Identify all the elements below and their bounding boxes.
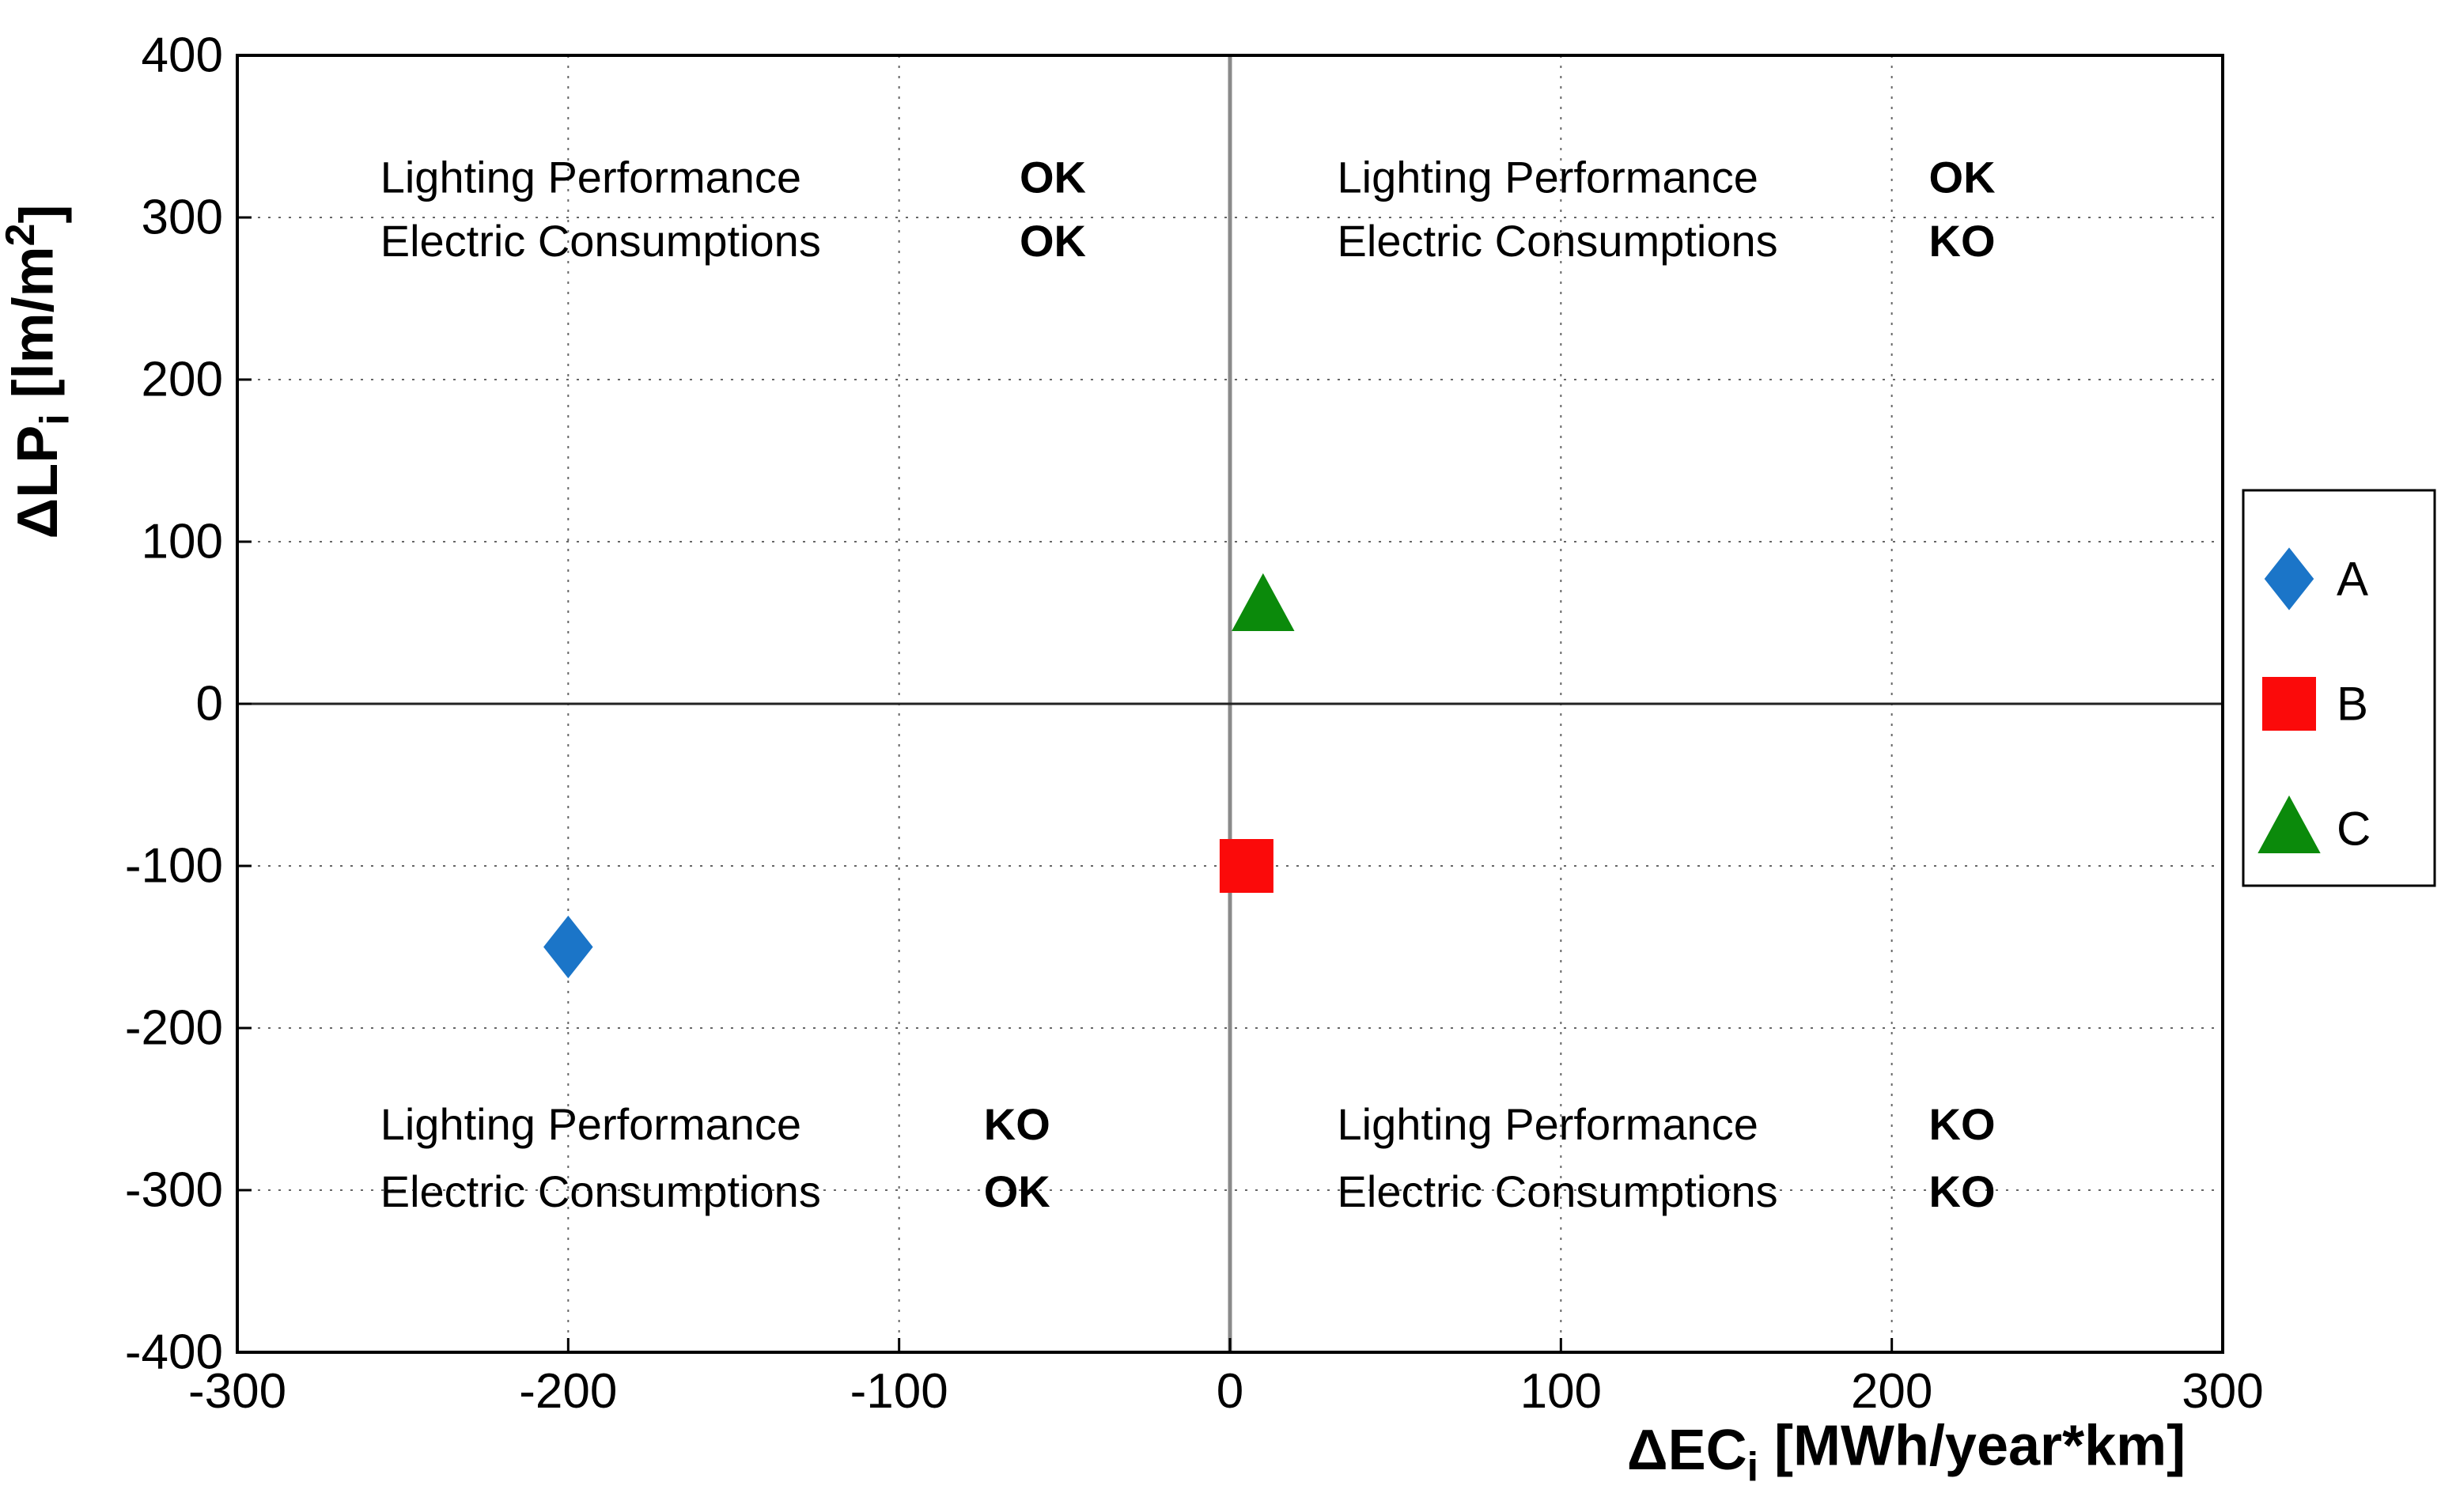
y-axis-label: ΔLPi​ [lm/m2​] (0, 204, 78, 539)
legend-label-B: B (2337, 678, 2368, 731)
annotation-label-top-left: Electric Consumptions (380, 216, 821, 266)
legend-marker-C (2257, 795, 2321, 853)
annotation-value-top-right: OK (1929, 153, 1996, 202)
annotation-label-top-right: Electric Consumptions (1338, 216, 1778, 266)
x-tick-label: 100 (1520, 1364, 1602, 1419)
y-tick-label: 300 (142, 191, 223, 245)
annotation-value-top-right: KO (1929, 216, 1996, 266)
annotation-label-top-left: Lighting Performance (380, 153, 801, 202)
annotation-value-bottom-left: OK (984, 1166, 1050, 1216)
x-tick-label: 0 (1217, 1364, 1243, 1419)
annotation-value-top-left: OK (1020, 216, 1086, 266)
x-tick-label: 300 (2182, 1364, 2263, 1419)
legend-marker-A (2264, 547, 2314, 610)
y-tick-label: 200 (142, 353, 223, 407)
legend-label-A: A (2337, 553, 2368, 606)
annotation-label-bottom-left: Lighting Performance (380, 1099, 801, 1149)
y-tick-label: -300 (125, 1163, 223, 1218)
legend-label-C: C (2337, 803, 2371, 856)
y-tick-label: -100 (125, 839, 223, 894)
y-tick-label: -400 (125, 1325, 223, 1380)
data-point-B (1219, 839, 1273, 893)
y-tick-label: 100 (142, 515, 223, 569)
annotation-label-bottom-left: Electric Consumptions (380, 1166, 821, 1216)
annotation-value-top-left: OK (1020, 153, 1086, 202)
annotation-value-bottom-right: KO (1929, 1099, 1996, 1149)
annotation-value-bottom-right: KO (1929, 1166, 1996, 1216)
y-tick-label: 400 (142, 28, 223, 83)
annotation-label-top-right: Lighting Performance (1338, 153, 1758, 202)
x-axis-label: ΔECi​ [MWh/year*km] (1627, 1414, 2186, 1489)
annotation-label-bottom-right: Electric Consumptions (1338, 1166, 1778, 1216)
x-tick-label: 200 (1851, 1364, 1932, 1419)
annotation-value-bottom-left: KO (984, 1099, 1050, 1149)
data-point-C (1232, 573, 1295, 631)
x-tick-label: -100 (850, 1364, 948, 1419)
annotation-label-bottom-right: Lighting Performance (1338, 1099, 1758, 1149)
data-point-A (543, 915, 593, 979)
legend-marker-B (2262, 677, 2316, 731)
y-tick-label: 0 (196, 677, 223, 731)
x-tick-label: -200 (519, 1364, 617, 1419)
y-tick-label: -200 (125, 1001, 223, 1056)
x-tick-label: -300 (188, 1364, 286, 1419)
